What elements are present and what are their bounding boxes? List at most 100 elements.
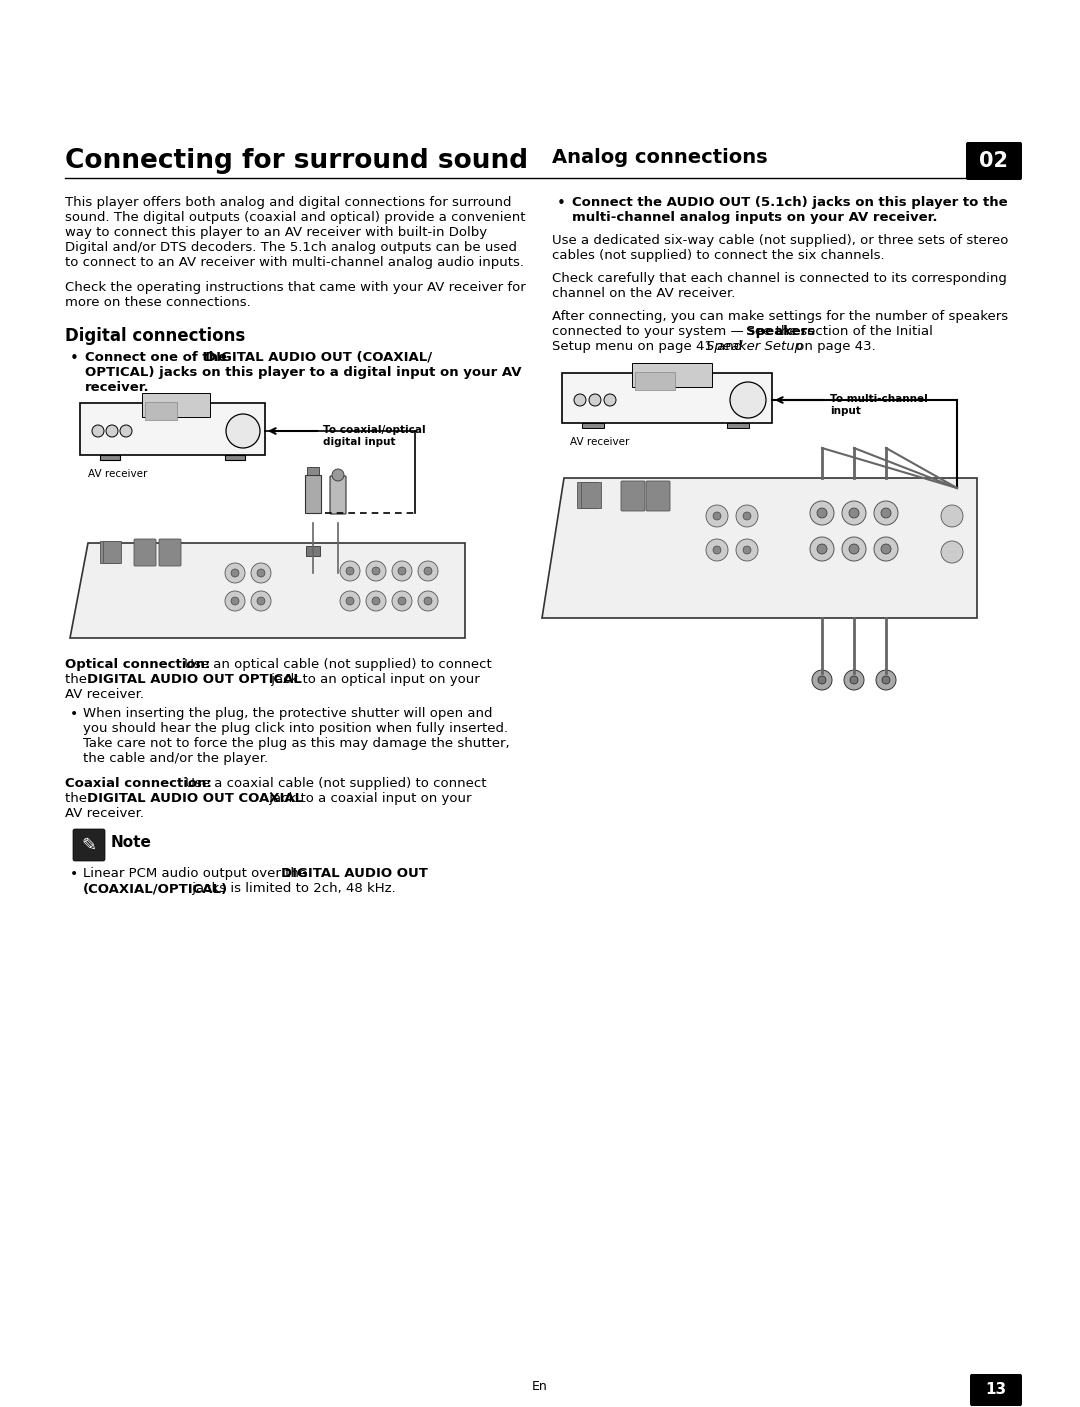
Text: This player offers both analog and digital connections for surround: This player offers both analog and digit… (65, 196, 512, 210)
Circle shape (810, 537, 834, 561)
Circle shape (876, 670, 896, 689)
Circle shape (604, 394, 616, 407)
Circle shape (941, 505, 963, 528)
Text: Speaker Setup: Speaker Setup (706, 340, 804, 353)
Bar (80, 402, 265, 454)
Text: Analog connections: Analog connections (552, 148, 768, 167)
Text: more on these connections.: more on these connections. (65, 295, 251, 310)
Circle shape (231, 568, 239, 577)
Text: Linear PCM audio output over the: Linear PCM audio output over the (83, 867, 311, 879)
Bar (307, 467, 319, 476)
Circle shape (874, 501, 897, 525)
Circle shape (842, 501, 866, 525)
Text: DIGITAL AUDIO OUT (COAXIAL/: DIGITAL AUDIO OUT (COAXIAL/ (205, 350, 432, 364)
Circle shape (706, 505, 728, 528)
Text: receiver.: receiver. (85, 381, 150, 394)
Circle shape (92, 425, 104, 438)
FancyBboxPatch shape (73, 829, 105, 861)
Circle shape (816, 508, 827, 518)
Text: 02: 02 (980, 151, 1009, 172)
Bar (100, 454, 120, 460)
Polygon shape (70, 543, 465, 637)
Text: jacks is limited to 2ch, 48 kHz.: jacks is limited to 2ch, 48 kHz. (188, 882, 395, 895)
Text: Optical connection:: Optical connection: (65, 658, 211, 671)
Circle shape (372, 597, 380, 605)
Circle shape (225, 591, 245, 611)
Text: •: • (557, 196, 566, 211)
FancyBboxPatch shape (646, 481, 670, 511)
Text: When inserting the plug, the protective shutter will open and: When inserting the plug, the protective … (83, 706, 492, 720)
Circle shape (849, 545, 859, 554)
Text: (COAXIAL/OPTICAL): (COAXIAL/OPTICAL) (83, 882, 228, 895)
Circle shape (881, 508, 891, 518)
FancyBboxPatch shape (621, 481, 645, 511)
Text: Use an optical cable (not supplied) to connect: Use an optical cable (not supplied) to c… (180, 658, 491, 671)
Bar (727, 424, 750, 428)
Text: Note: Note (111, 834, 152, 850)
FancyBboxPatch shape (970, 1375, 1022, 1406)
Circle shape (366, 561, 386, 581)
Circle shape (251, 563, 271, 582)
Text: Digital and/or DTS decoders. The 5.1ch analog outputs can be used: Digital and/or DTS decoders. The 5.1ch a… (65, 241, 517, 255)
Text: •: • (70, 350, 79, 366)
Circle shape (366, 591, 386, 611)
FancyBboxPatch shape (134, 539, 156, 566)
Text: DIGITAL AUDIO OUT COAXIAL: DIGITAL AUDIO OUT COAXIAL (87, 792, 303, 805)
Text: sound. The digital outputs (coaxial and optical) provide a convenient: sound. The digital outputs (coaxial and … (65, 211, 526, 224)
Circle shape (812, 670, 832, 689)
Circle shape (226, 414, 260, 447)
Text: AV receiver: AV receiver (570, 438, 630, 447)
Circle shape (399, 597, 406, 605)
Circle shape (332, 469, 345, 481)
Text: To coaxial/optical
digital input: To coaxial/optical digital input (323, 425, 426, 446)
Text: the: the (65, 673, 91, 687)
Bar (225, 454, 245, 460)
Text: AV receiver: AV receiver (87, 469, 147, 478)
Bar (581, 483, 600, 508)
Text: way to connect this player to an AV receiver with built-in Dolby: way to connect this player to an AV rece… (65, 227, 487, 239)
Text: •: • (70, 867, 78, 881)
Circle shape (743, 546, 751, 554)
Text: •: • (70, 706, 78, 720)
Text: DIGITAL AUDIO OUT: DIGITAL AUDIO OUT (281, 867, 428, 879)
Bar (635, 371, 675, 390)
Bar (145, 402, 177, 421)
Bar (141, 393, 210, 416)
Text: ✎: ✎ (81, 837, 96, 855)
Text: AV receiver.: AV receiver. (65, 688, 144, 701)
Text: you should hear the plug click into position when fully inserted.: you should hear the plug click into posi… (83, 722, 508, 734)
Circle shape (850, 675, 858, 684)
Circle shape (713, 546, 721, 554)
FancyBboxPatch shape (330, 476, 346, 514)
Bar (306, 546, 320, 556)
Text: 13: 13 (985, 1383, 1007, 1397)
Circle shape (120, 425, 132, 438)
Circle shape (418, 591, 438, 611)
Circle shape (257, 597, 265, 605)
Circle shape (941, 542, 963, 563)
Polygon shape (542, 478, 977, 618)
Circle shape (251, 591, 271, 611)
Circle shape (392, 561, 411, 581)
Bar (582, 424, 604, 428)
Circle shape (735, 539, 758, 561)
Circle shape (706, 539, 728, 561)
Circle shape (424, 567, 432, 575)
Text: the cable and/or the player.: the cable and/or the player. (83, 751, 268, 765)
Circle shape (106, 425, 118, 438)
Text: jack to an optical input on your: jack to an optical input on your (267, 673, 480, 687)
Bar (100, 542, 118, 563)
Text: on page 43.: on page 43. (792, 340, 876, 353)
Text: the: the (65, 792, 91, 805)
Text: After connecting, you can make settings for the number of speakers: After connecting, you can make settings … (552, 310, 1008, 324)
Text: En: En (532, 1380, 548, 1393)
Circle shape (818, 675, 826, 684)
Text: Connecting for surround sound: Connecting for surround sound (65, 148, 528, 174)
Text: AV receiver.: AV receiver. (65, 808, 144, 820)
Text: jack to a coaxial input on your: jack to a coaxial input on your (265, 792, 472, 805)
Circle shape (257, 568, 265, 577)
Circle shape (573, 394, 586, 407)
Text: connected to your system — see the: connected to your system — see the (552, 325, 801, 338)
Circle shape (346, 567, 354, 575)
Circle shape (730, 381, 766, 418)
